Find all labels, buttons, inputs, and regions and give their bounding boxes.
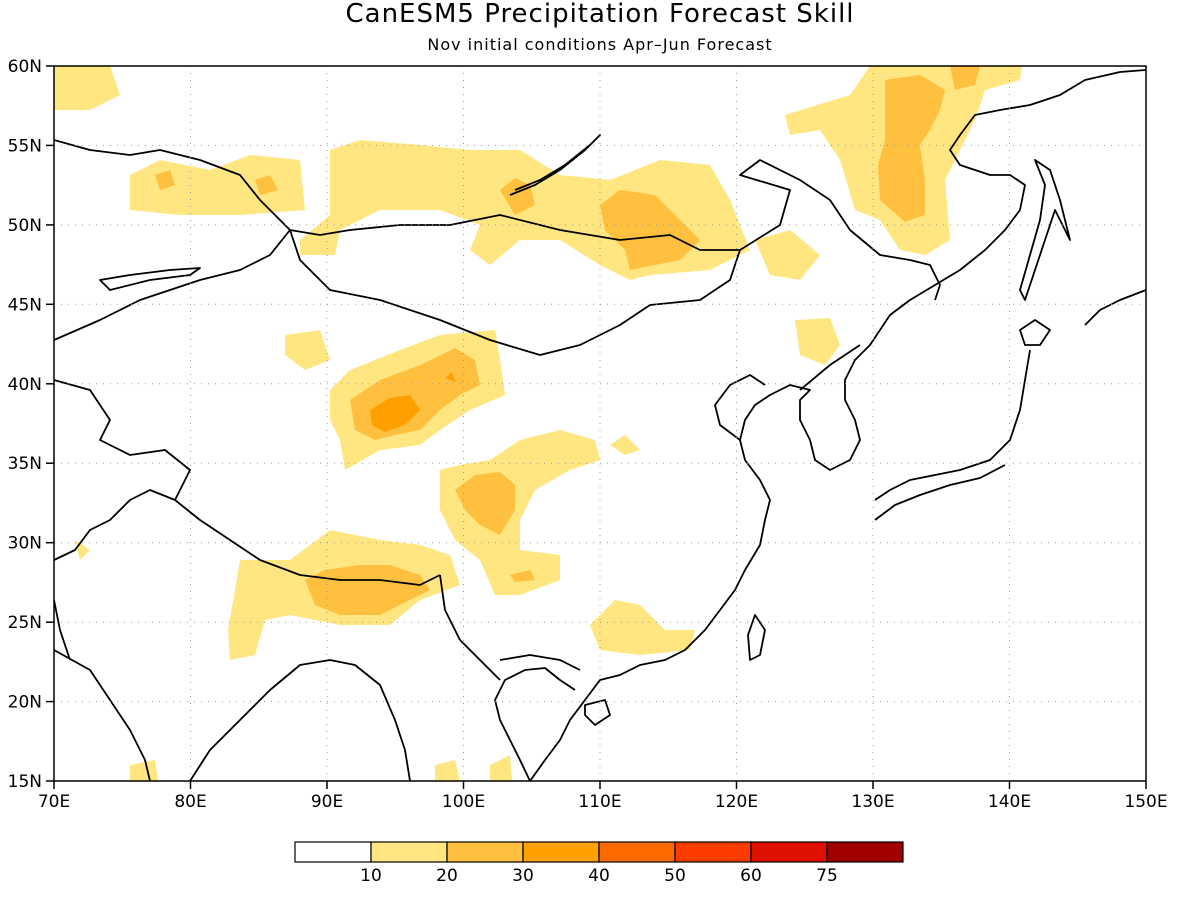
border-mongolia-china (289, 229, 741, 356)
lon-tick-label: 110E (578, 792, 621, 812)
border-russia-china (54, 139, 941, 301)
lon-tick-label: 80E (174, 792, 206, 812)
lat-tick-label: 55N (8, 136, 42, 156)
region-sichuan-outer (440, 430, 600, 595)
coastline-hainan (584, 699, 611, 726)
lat-tick-label: 30N (8, 534, 42, 554)
region-chongqing-spot (510, 570, 535, 582)
border-india-tibet (174, 499, 441, 586)
region-siberia-west-edge (54, 66, 120, 110)
colorbar-swatch (674, 841, 752, 863)
region-yunnan-small (610, 435, 640, 455)
colorbar-swatch (598, 841, 676, 863)
colorbar: 10 20 30 40 50 60 75 (294, 841, 904, 886)
lon-tick-label: 120E (715, 792, 758, 812)
skill-level-20-30 (155, 66, 980, 615)
lat-tick-label: 15N (8, 772, 42, 792)
coastline-hokkaido (1019, 319, 1051, 346)
border-korea (799, 344, 861, 391)
chart-title: CanESM5 Precipitation Forecast Skill (345, 0, 854, 29)
skill-shading (54, 66, 1022, 781)
lat-tick-label: 25N (8, 613, 42, 633)
coastline-taiwan (747, 614, 766, 661)
lon-tick-label: 70E (38, 792, 70, 812)
colorbar-swatch (750, 841, 828, 863)
colorbar-swatch (522, 841, 600, 863)
border-vietnam-china (499, 654, 581, 671)
skill-level-10-20 (54, 66, 1022, 781)
coastline-japan-west (874, 464, 1006, 521)
coastline-indochina (494, 667, 576, 781)
lon-tick-label: 140E (988, 792, 1031, 812)
region-altai-core (155, 170, 175, 190)
coastline-east-asia (529, 69, 1146, 781)
coastline-bay-of-bengal (54, 649, 151, 781)
lat-tick-label: 60N (8, 57, 42, 77)
coastline-outlines (54, 69, 1146, 781)
border-kazakhstan (54, 229, 291, 341)
map-gridlines (54, 66, 1146, 781)
colorbar-label: 40 (588, 866, 610, 886)
coastline-kamchatka-north (1084, 289, 1146, 326)
colorbar-label: 50 (664, 866, 686, 886)
coastline-japan-honshu (874, 349, 1031, 501)
lat-tick-label: 45N (8, 295, 42, 315)
region-mongolia-core (600, 190, 700, 270)
lon-tick-label: 130E (851, 792, 894, 812)
region-laos-south (490, 755, 512, 781)
region-sichuan-core (455, 472, 515, 535)
colorbar-labels: 10 20 30 40 50 60 75 (360, 866, 838, 886)
border-myanmar (439, 574, 501, 681)
lon-tick-label: 100E (442, 792, 485, 812)
region-manchuria (795, 318, 840, 365)
coastline-sakhalin (1019, 159, 1071, 301)
region-baikal-core (500, 178, 535, 215)
colorbar-swatch (826, 841, 904, 863)
region-okhotsk-tip (950, 66, 980, 90)
colorbar-boxes (294, 841, 904, 863)
chart-subtitle: Nov initial conditions Apr–Jun Forecast (427, 35, 772, 54)
region-sayan-core (255, 175, 278, 195)
lat-tick-label: 50N (8, 216, 42, 236)
region-okhotsk-core (878, 75, 945, 222)
lon-tick-label: 90E (311, 792, 343, 812)
region-tarim-east (285, 330, 330, 370)
colorbar-swatch (294, 841, 372, 863)
region-west-siberia (130, 155, 305, 215)
border-central-asia (54, 379, 191, 501)
coastline-bohai (714, 374, 766, 441)
region-amur (755, 230, 820, 280)
region-tibet-core (305, 565, 430, 615)
border-pakistan (54, 489, 176, 561)
region-myanmar-south (435, 760, 460, 781)
coastline-bengal-east (189, 659, 411, 781)
axis-ticks (46, 65, 1147, 789)
coastline-india-west (54, 599, 71, 661)
region-qaidam-peak-small (445, 372, 456, 382)
colorbar-swatch (370, 841, 448, 863)
skill-level-30-40 (370, 372, 456, 432)
lake-balkhash (99, 267, 201, 291)
colorbar-label: 10 (360, 866, 382, 886)
lat-tick-label: 20N (8, 693, 42, 713)
colorbar-label: 60 (740, 866, 762, 886)
colorbar-label: 30 (512, 866, 534, 886)
colorbar-swatch (446, 841, 524, 863)
region-qaidam-peak (370, 395, 420, 432)
lat-tick-label: 35N (8, 454, 42, 474)
lat-tick-label: 40N (8, 375, 42, 395)
region-guangdong (590, 600, 695, 655)
colorbar-label: 20 (436, 866, 458, 886)
lon-tick-label: 150E (1124, 792, 1167, 812)
lake-baikal (509, 134, 601, 196)
lon-tick-labels: 70E 80E 90E 100E 110E 120E 130E 140E 150… (38, 792, 1168, 812)
colorbar-label: 75 (816, 866, 838, 886)
lat-tick-labels: 15N 20N 25N 30N 35N 40N 45N 50N 55N 60N (8, 57, 42, 792)
region-india-south (130, 760, 158, 781)
